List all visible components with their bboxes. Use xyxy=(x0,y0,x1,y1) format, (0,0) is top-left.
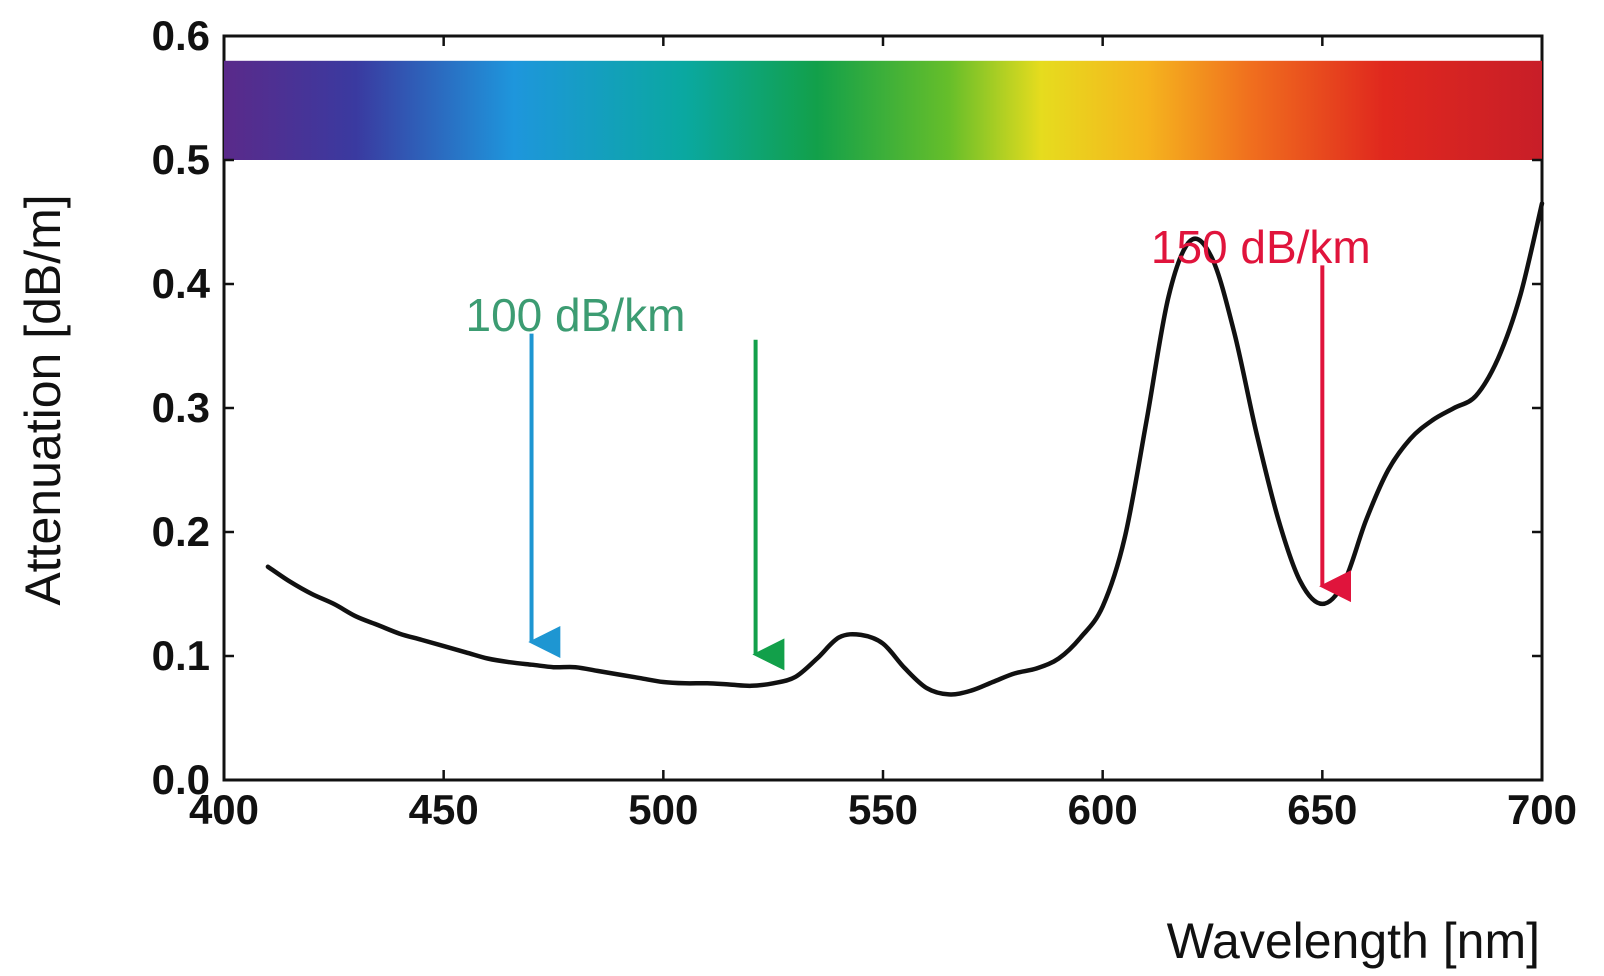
x-tick-label: 700 xyxy=(1507,786,1577,833)
y-tick-label: 0.3 xyxy=(152,384,210,431)
y-tick-label: 0.5 xyxy=(152,136,210,183)
annotation-label: 150 dB/km xyxy=(1151,221,1371,273)
x-tick-label: 500 xyxy=(628,786,698,833)
y-tick-label: 0.4 xyxy=(152,260,211,307)
annotations: 100 dB/km 150 dB/km xyxy=(466,221,1371,671)
y-tick-label: 0.0 xyxy=(152,756,210,803)
y-tick-label: 0.1 xyxy=(152,632,210,679)
x-tick-label: 450 xyxy=(409,786,479,833)
y-axis-ticks: 0.0 0.1 0.2 0.3 0.4 0.5 0.6 xyxy=(152,12,1542,803)
x-tick-label: 400 xyxy=(189,786,259,833)
x-axis-label: Wavelength [nm] xyxy=(1167,913,1540,969)
x-tick-label: 600 xyxy=(1068,786,1138,833)
y-axis-label: Attenuation [dB/m] xyxy=(15,194,71,605)
visible-spectrum-band xyxy=(224,60,1542,160)
annotation-label: 100 dB/km xyxy=(466,289,686,341)
y-tick-label: 0.2 xyxy=(152,508,210,555)
x-axis-ticks: 400 450 500 550 600 650 700 xyxy=(189,36,1577,833)
x-tick-label: 650 xyxy=(1287,786,1357,833)
y-tick-label: 0.6 xyxy=(152,12,210,59)
x-tick-label: 550 xyxy=(848,786,918,833)
